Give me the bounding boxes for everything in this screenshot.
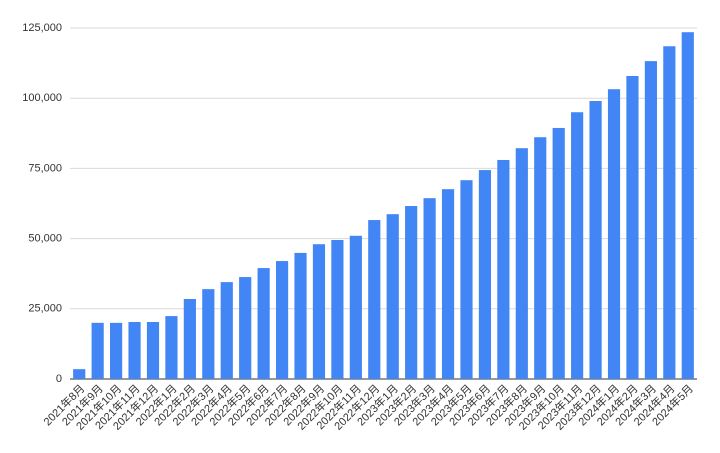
bar	[349, 235, 362, 379]
bar	[571, 112, 584, 380]
bar	[423, 198, 436, 379]
y-tick-label: 50,000	[28, 233, 62, 245]
bar	[497, 159, 510, 379]
bar	[275, 261, 289, 379]
bar	[146, 321, 160, 379]
bar	[663, 46, 676, 379]
bar	[441, 189, 455, 379]
bar	[73, 369, 86, 379]
bar	[589, 101, 602, 380]
bar	[257, 268, 270, 379]
bar	[552, 127, 565, 379]
bar	[460, 180, 473, 379]
bar	[607, 89, 621, 379]
y-tick-label: 0	[56, 373, 62, 385]
bar	[220, 282, 233, 379]
bar	[165, 316, 178, 379]
bar	[405, 206, 418, 379]
bar	[91, 322, 104, 379]
bar	[128, 321, 141, 379]
bar	[202, 289, 215, 379]
bar	[110, 322, 123, 379]
y-tick-label: 100,000	[22, 92, 62, 104]
bar	[331, 240, 344, 379]
bar	[515, 148, 528, 379]
bar	[386, 214, 399, 379]
bar	[312, 244, 326, 379]
bar	[368, 220, 381, 379]
bar	[681, 32, 694, 379]
bar	[183, 298, 196, 379]
bar	[478, 170, 492, 379]
y-tick-label: 125,000	[22, 22, 62, 34]
bar	[294, 252, 307, 379]
bar	[239, 277, 252, 379]
bar	[626, 76, 639, 380]
bar	[534, 137, 547, 379]
y-tick-label: 75,000	[28, 162, 62, 174]
y-tick-label: 25,000	[28, 303, 62, 315]
bar	[644, 61, 657, 379]
